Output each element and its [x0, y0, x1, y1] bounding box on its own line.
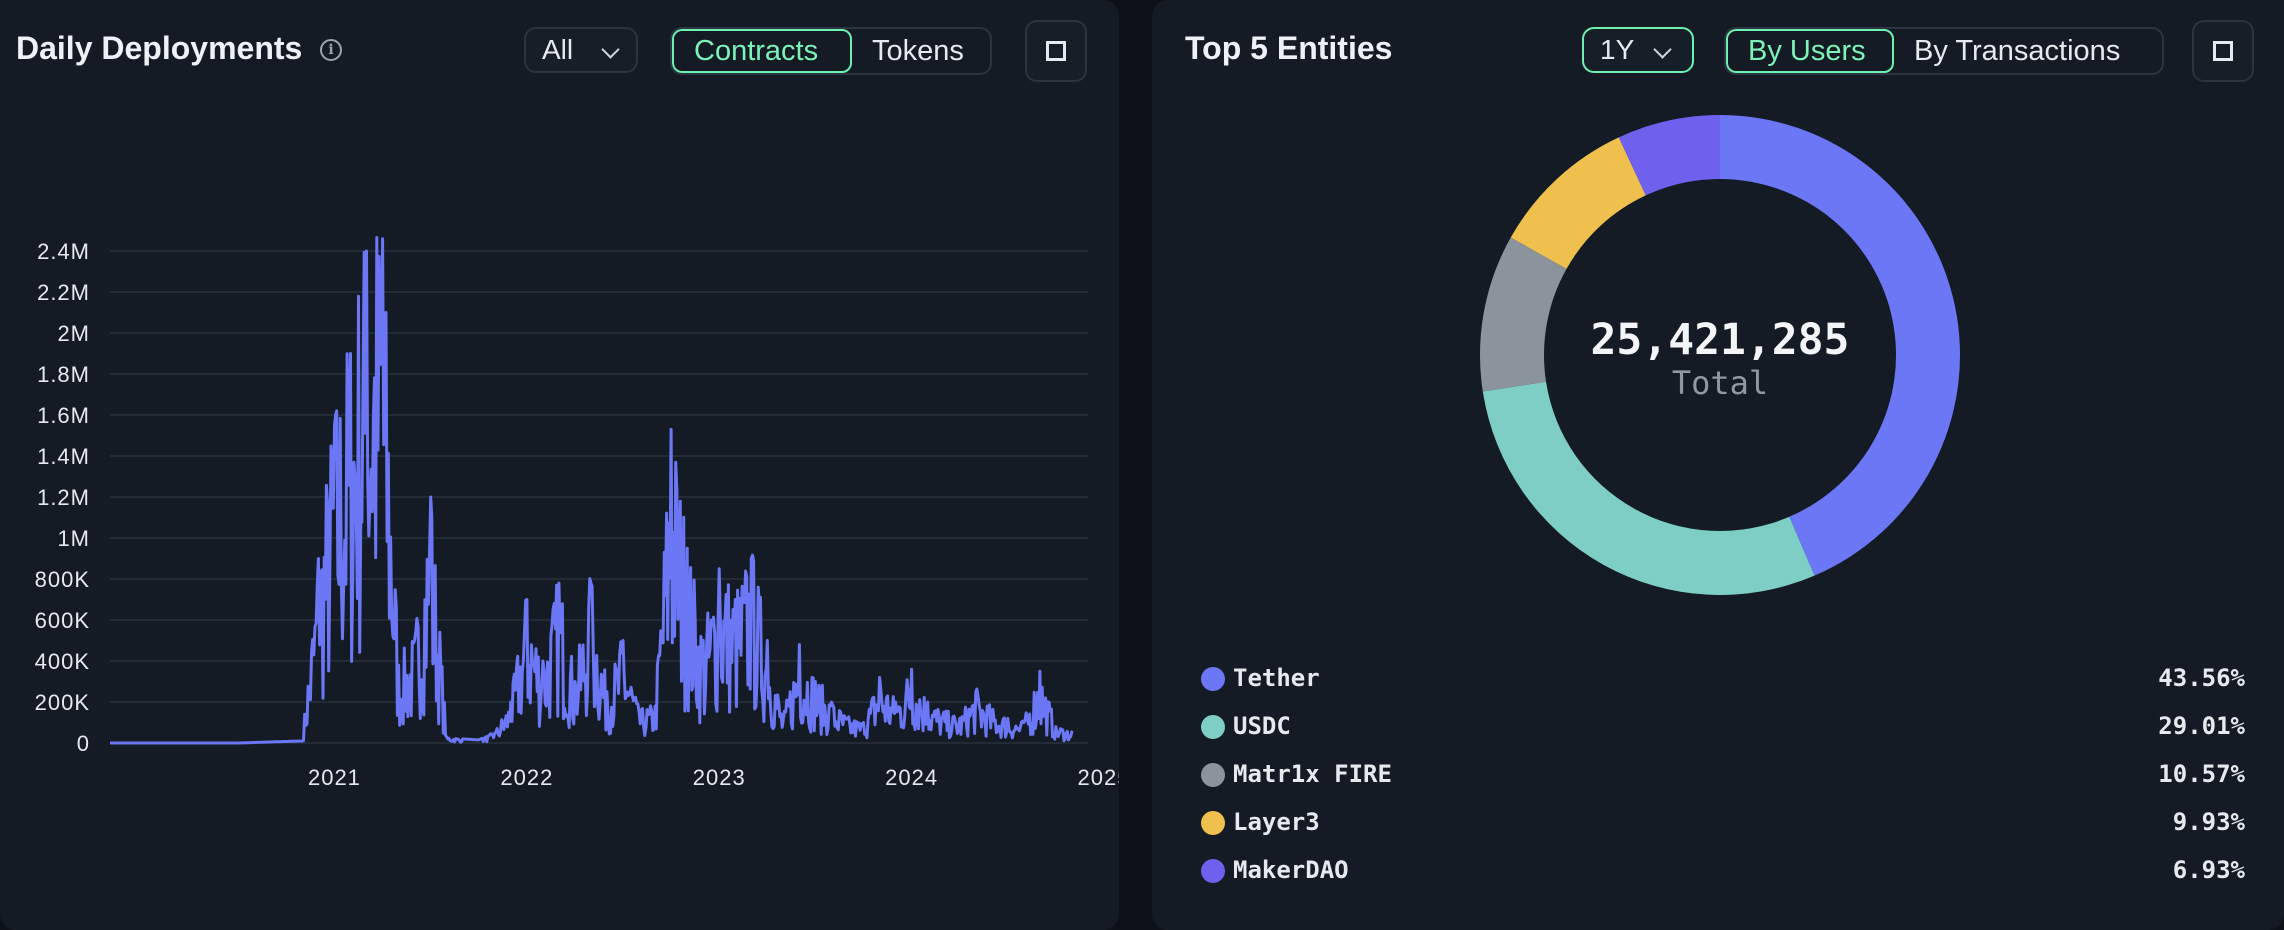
legend-percentage: 9.93% [2172, 808, 2245, 836]
series-line [110, 236, 1074, 745]
info-icon[interactable]: i [320, 39, 342, 61]
legend-item[interactable]: Layer3 9.93% [1201, 804, 2245, 840]
legend-percentage: 43.56% [2158, 664, 2245, 692]
legend-item[interactable]: MakerDAO 6.93% [1201, 852, 2245, 888]
legend-percentage: 10.57% [2158, 760, 2245, 788]
y-tick-label: 200K [35, 690, 90, 715]
expand-icon[interactable] [2192, 20, 2254, 82]
y-tick-label: 2.2M [37, 280, 90, 305]
y-tick-label: 1.2M [37, 485, 90, 510]
range-select-value: 1Y [1600, 34, 1635, 65]
metric-toggle: By Users By Transactions [1724, 27, 2164, 75]
legend-percentage: 6.93% [2172, 856, 2245, 884]
y-tick-label: 0 [77, 731, 90, 756]
y-tick-label: 2M [57, 321, 90, 346]
legend-label: MakerDAO [1233, 856, 1349, 884]
legend-item[interactable]: USDC 29.01% [1201, 708, 2245, 744]
legend-label: Layer3 [1233, 808, 1320, 836]
donut-total-label: Total [1671, 364, 1769, 402]
legend-dot-icon [1201, 859, 1225, 883]
x-tick-label: 2022 [500, 765, 553, 790]
y-tick-label: 1.4M [37, 444, 90, 469]
legend-dot-icon [1201, 811, 1225, 835]
donut-slice-usdc[interactable] [1482, 381, 1815, 595]
legend-percentage: 29.01% [2158, 712, 2245, 740]
y-tick-label: 800K [35, 567, 90, 592]
range-select[interactable]: 1Y [1582, 27, 1694, 73]
legend-dot-icon [1201, 715, 1225, 739]
legend-label: Matr1x FIRE [1233, 760, 1392, 788]
legend-label: Tether [1233, 664, 1320, 692]
x-tick-label: 2025 [1078, 765, 1119, 790]
daily-deployments-panel: Daily Deployments i All Contracts Tokens… [0, 0, 1119, 930]
donut-slice-makerdao[interactable] [1618, 115, 1720, 196]
panel-title: Top 5 Entities [1185, 30, 1393, 66]
legend-label: USDC [1233, 712, 1291, 740]
tab-by-users[interactable]: By Users [1726, 29, 1894, 73]
deployments-line-chart: 0 200K 400K 600K 800K 1M 1.2M 1.4M 1.6M 1.8M 2M 2.2… [35, 236, 1119, 790]
tab-by-transactions[interactable]: By Transactions [1914, 35, 2121, 67]
donut-slice-layer3[interactable] [1510, 137, 1646, 269]
legend-item[interactable]: Matr1x FIRE 10.57% [1201, 756, 2245, 792]
legend-item[interactable]: Tether 43.56% [1201, 660, 2245, 696]
y-tick-label: 1M [57, 526, 90, 551]
y-tick-label: 400K [35, 649, 90, 674]
x-tick-label: 2021 [308, 765, 361, 790]
expand-icon[interactable] [1025, 20, 1087, 82]
panel-title: Daily Deployments [16, 30, 303, 66]
y-tick-label: 600K [35, 608, 90, 633]
y-tick-label: 1.6M [37, 403, 90, 428]
metric-toggle: Contracts Tokens [670, 27, 992, 75]
tab-tokens[interactable]: Tokens [872, 35, 964, 67]
range-select[interactable]: All [524, 27, 638, 73]
donut-total-value: 25,421,285 [1590, 315, 1850, 365]
x-tick-label: 2023 [693, 765, 746, 790]
x-tick-label: 2024 [885, 765, 938, 790]
range-select-value: All [542, 34, 574, 65]
y-tick-label: 1.8M [37, 362, 90, 387]
donut-slice-matr1x-fire[interactable] [1480, 237, 1567, 392]
legend-dot-icon [1201, 763, 1225, 787]
y-tick-label: 2.4M [37, 239, 90, 264]
tab-contracts[interactable]: Contracts [672, 29, 852, 73]
donut-slice-tether[interactable] [1720, 115, 1961, 576]
legend-dot-icon [1201, 667, 1225, 691]
